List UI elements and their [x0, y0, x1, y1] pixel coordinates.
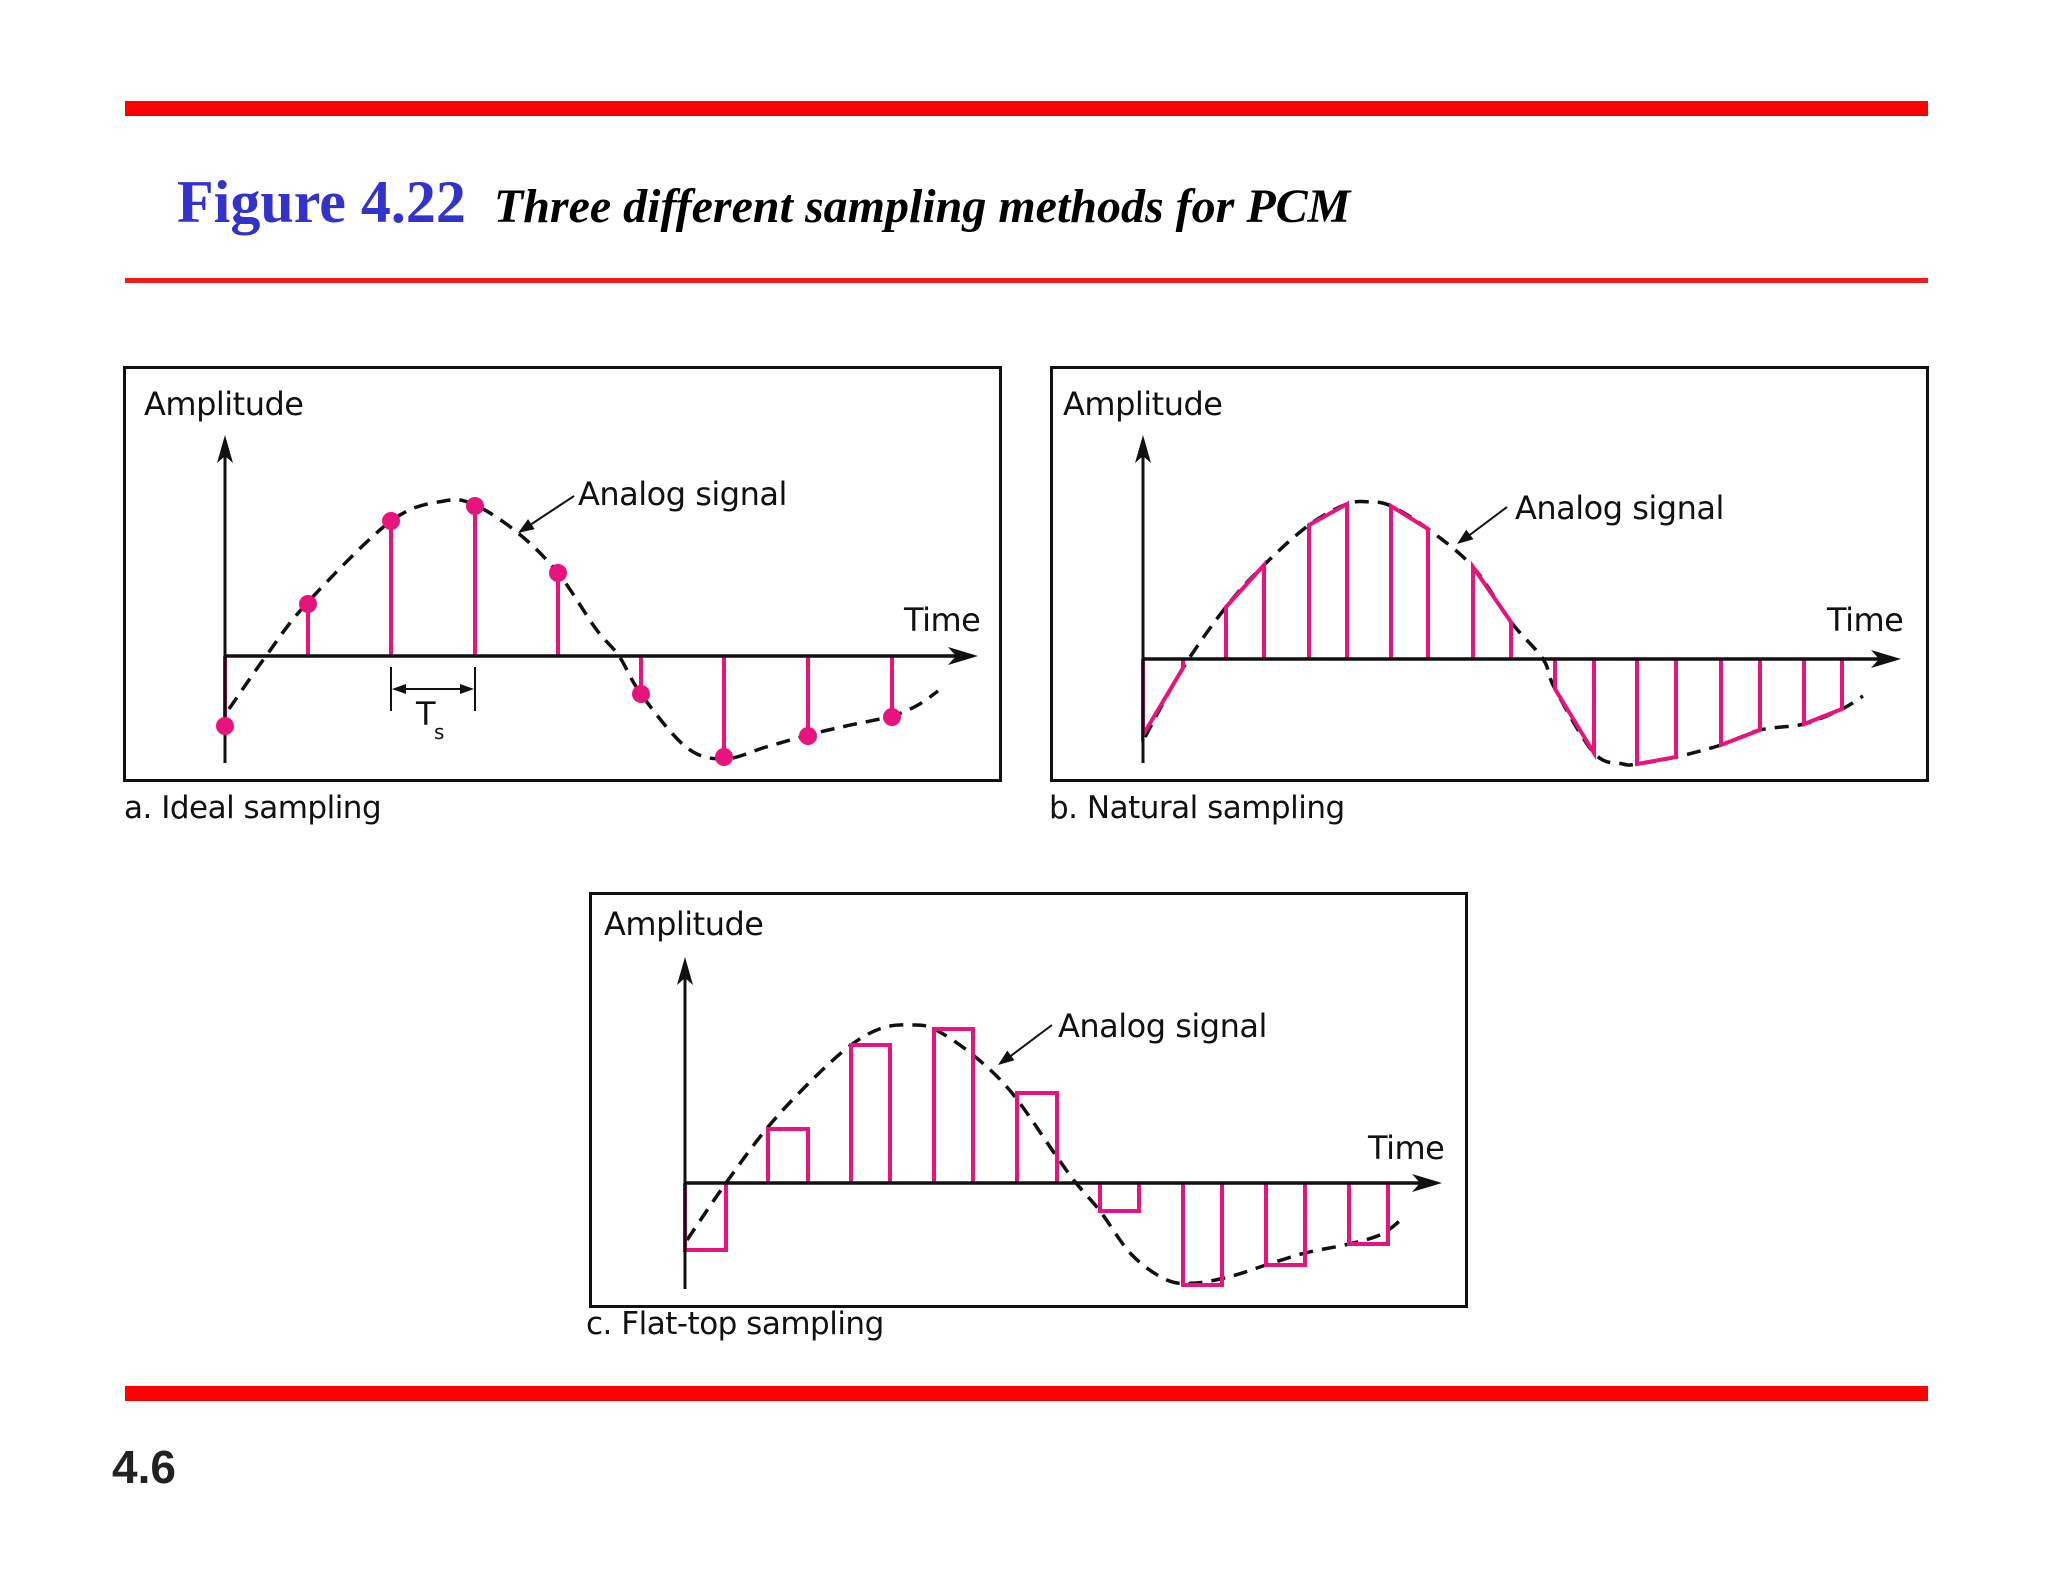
natural-sample-pulse [1802, 659, 1844, 727]
flat-top-sample-pulse [1347, 1183, 1390, 1246]
leader-arrowhead-icon [518, 519, 535, 533]
time-axis-arrow-icon [1412, 1174, 1442, 1192]
analog-signal-curve [227, 497, 940, 761]
ideal-sample-dot [299, 595, 317, 613]
flat-top-sample-pulse [1015, 1091, 1059, 1183]
page-number: 4.6 [112, 1441, 176, 1493]
title-underline-rule [125, 278, 1928, 283]
amplitude-axis-arrow-icon [217, 435, 233, 463]
flat-top-sample-pulse [1181, 1183, 1224, 1287]
natural-sample-pulse [1553, 659, 1596, 761]
caption-flat-top-sampling: c. Flat-top sampling [586, 1306, 884, 1342]
ideal-sample-dot [883, 708, 901, 726]
caption-ideal-sampling: a. Ideal sampling [124, 790, 382, 826]
time-axis-arrow-icon [948, 647, 978, 665]
time-label: Time [1826, 601, 1903, 639]
analog-signal-leader-line [523, 495, 575, 530]
amplitude-label: Amplitude [604, 905, 763, 943]
flat-top-sample-pulse [1098, 1183, 1141, 1213]
analog-signal-leader-line [1462, 506, 1508, 541]
time-label: Time [903, 601, 980, 639]
natural-sample-pulse [1719, 659, 1762, 748]
analog-signal-label: Analog signal [578, 475, 787, 513]
analog-signal-label: Analog signal [1515, 489, 1724, 527]
amplitude-axis-arrow-icon [1135, 435, 1151, 463]
ideal-sample-dot [632, 685, 650, 703]
amplitude-label: Amplitude [1063, 385, 1222, 423]
flat-top-sample-pulse [932, 1027, 975, 1183]
ideal-sample-dot [466, 497, 484, 515]
flat-top-sample-pulse [1264, 1183, 1307, 1267]
ideal-sample-dot [216, 717, 234, 735]
figure-title: Figure 4.22 Three different sampling meth… [177, 168, 1350, 237]
natural-sample-pulse [1635, 659, 1678, 767]
flat-top-sample-pulse [766, 1127, 810, 1183]
leader-arrowhead-icon [998, 1050, 1015, 1065]
panel-natural-sampling: Amplitude Time Analog signal [1050, 366, 1929, 782]
analog-signal-leader-line [1003, 1024, 1053, 1062]
natural-sample-pulse [1141, 659, 1185, 743]
ideal-sample-dot [799, 727, 817, 745]
ideal-sample-dot [715, 748, 733, 766]
ts-left-arrow-icon [392, 684, 406, 694]
flat-top-sampling-plot: Amplitude Time Analog signal [604, 905, 1445, 1289]
ideal-sample-dot [382, 512, 400, 530]
sampling-period-label: T [415, 695, 436, 733]
figure-description: Three different sampling methods for PCM [493, 180, 1351, 233]
ideal-sample-dot [549, 564, 567, 582]
amplitude-axis-arrow-icon [677, 957, 693, 985]
natural-sampling-plot: Amplitude Time Analog signal [1063, 385, 1904, 767]
time-axis-arrow-icon [1871, 650, 1901, 668]
leader-arrowhead-icon [1457, 529, 1474, 544]
time-label: Time [1367, 1129, 1444, 1167]
top-red-rule [125, 101, 1928, 116]
bottom-red-rule [125, 1386, 1928, 1401]
flat-top-sample-pulse [849, 1043, 892, 1183]
caption-natural-sampling: b. Natural sampling [1049, 790, 1345, 826]
analog-signal-label: Analog signal [1058, 1007, 1267, 1045]
natural-sample-pulse [1389, 502, 1430, 659]
ideal-sampling-plot: Amplitude Time Analog signal Ts [144, 385, 981, 766]
figure-number: Figure 4.22 [177, 169, 466, 235]
natural-sample-pulse [1307, 500, 1349, 659]
sampling-period-subscript: s [434, 720, 444, 744]
natural-sample-pulse [1471, 560, 1513, 659]
panel-flat-top-sampling: Amplitude Time Analog signal [589, 892, 1468, 1308]
ts-right-arrow-icon [460, 684, 474, 694]
natural-sample-pulse [1224, 559, 1266, 659]
analog-signal-curve [1143, 499, 1864, 767]
amplitude-label: Amplitude [144, 385, 303, 423]
analog-signal-curve [685, 1023, 1406, 1286]
